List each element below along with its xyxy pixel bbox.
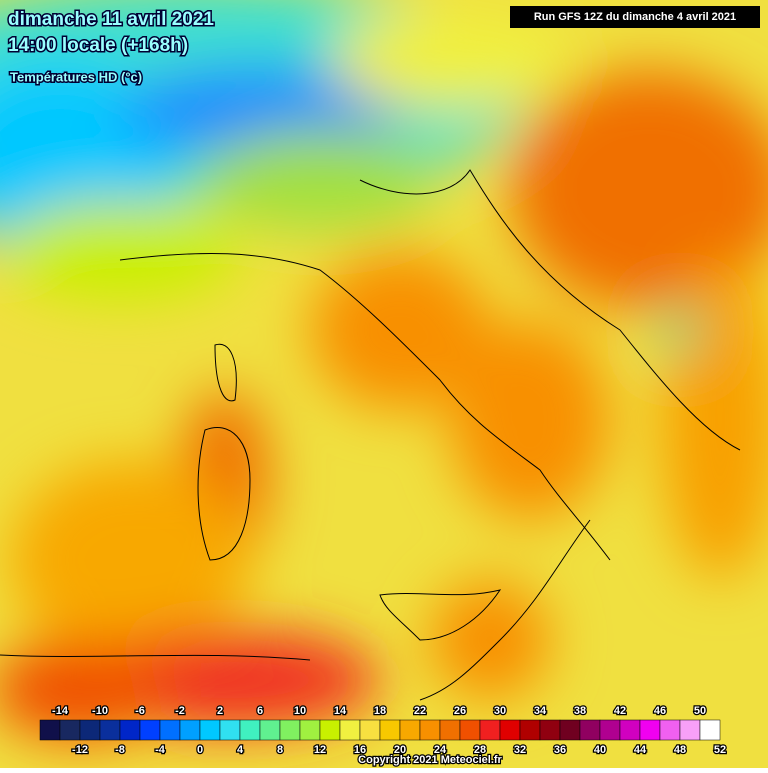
legend-tick-label: 36 (554, 744, 566, 756)
legend-tick-label: 18 (374, 705, 386, 717)
legend-tick-label: -2 (175, 705, 185, 717)
legend-tick-label: 14 (334, 705, 347, 717)
legend-swatch (679, 719, 701, 741)
legend-swatch (239, 719, 261, 741)
legend-swatch (539, 719, 561, 741)
legend-tick-label: -4 (155, 744, 166, 756)
legend-swatch (179, 719, 201, 741)
legend-swatch (699, 719, 721, 741)
legend-tick-label: 46 (654, 705, 666, 717)
run-box (510, 6, 760, 28)
legend-tick-label: 20 (394, 744, 406, 756)
legend-tick-label: -12 (72, 744, 88, 756)
legend-swatch (479, 719, 501, 741)
legend-tick-label: 24 (434, 744, 447, 756)
legend-tick-label: 2 (217, 705, 223, 717)
legend-swatch (439, 719, 461, 741)
legend-swatch (639, 719, 661, 741)
legend-swatch (659, 719, 681, 741)
copyright: Copyright 2021 Meteociel.fr (358, 754, 502, 766)
legend-swatch (159, 719, 181, 741)
legend-swatch (519, 719, 541, 741)
legend-swatch (559, 719, 581, 741)
legend-tick-label: 42 (614, 705, 626, 717)
legend-swatch (399, 719, 421, 741)
legend-tick-label: 28 (474, 744, 486, 756)
legend-tick-label: -14 (52, 705, 69, 717)
legend-swatch (319, 719, 341, 741)
legend-tick-label: 22 (414, 705, 426, 717)
map-date: dimanche 11 avril 2021 (8, 9, 214, 30)
legend-swatch (599, 719, 621, 741)
legend-tick-label: 32 (514, 744, 526, 756)
legend-swatch (39, 719, 61, 741)
color-legend: -14-12-10-8-6-4-202468101214161820222426… (39, 704, 727, 757)
map-field: Températures HD (°c) (10, 69, 142, 84)
legend-tick-label: 12 (314, 744, 326, 756)
legend-tick-label: -10 (92, 705, 108, 717)
legend-tick-label: 30 (494, 705, 506, 717)
legend-swatch (359, 719, 381, 741)
run-info: Run GFS 12Z du dimanche 4 avril 2021 (534, 11, 736, 23)
legend-swatch (299, 719, 321, 741)
legend-swatch (619, 719, 641, 741)
legend-tick-label: 6 (257, 705, 263, 717)
legend-swatch (259, 719, 281, 741)
legend-tick-label: -6 (135, 705, 145, 717)
legend-swatch (279, 719, 301, 741)
coastlines (0, 169, 741, 701)
legend-tick-label: 34 (534, 705, 547, 717)
legend-swatch (579, 719, 601, 741)
legend-swatch (339, 719, 361, 741)
legend-tick-label: 38 (574, 705, 586, 717)
legend-swatch (99, 719, 121, 741)
legend-swatch (219, 719, 241, 741)
legend-tick-label: 48 (674, 744, 686, 756)
legend-swatch (199, 719, 221, 741)
legend-swatch (79, 719, 101, 741)
legend-tick-label: 50 (694, 705, 706, 717)
map-time: 14:00 locale (+168h) (8, 35, 188, 56)
legend-swatch (419, 719, 441, 741)
legend-tick-label: 40 (594, 744, 606, 756)
legend-swatch (59, 719, 81, 741)
legend-tick-label: 26 (454, 705, 466, 717)
temperature-field (0, 0, 768, 740)
legend-swatch (119, 719, 141, 741)
legend-tick-label: 10 (294, 705, 306, 717)
legend-tick-label: -8 (115, 744, 125, 756)
legend-tick-label: 4 (237, 744, 244, 756)
legend-swatch (139, 719, 161, 741)
legend-tick-label: 52 (714, 744, 726, 756)
legend-tick-label: 44 (634, 744, 647, 756)
legend-tick-label: 8 (277, 744, 283, 756)
legend-tick-label: 16 (354, 744, 366, 756)
legend-tick-label: 0 (197, 744, 203, 756)
legend-swatch (379, 719, 401, 741)
legend-swatch (459, 719, 481, 741)
legend-swatch (499, 719, 521, 741)
